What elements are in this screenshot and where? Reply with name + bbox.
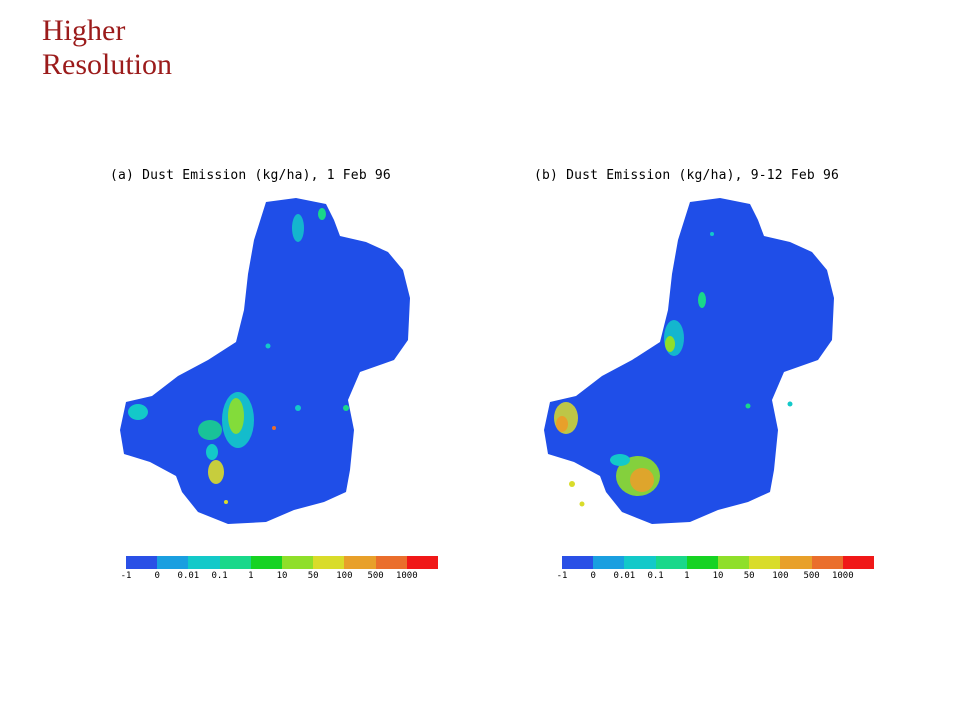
scale-swatch	[562, 556, 594, 569]
color-scale-labels-b: -1 0 0.01 0.1 1 10 50 100 500 1000	[557, 571, 874, 585]
scale-swatch	[406, 556, 439, 569]
panel-b-title: (b) Dust Emission (kg/ha), 9-12 Feb 96	[534, 168, 840, 183]
slide-title: Higher Resolution	[42, 14, 173, 81]
dust-emission-map-a	[120, 198, 410, 524]
scale-label: 10	[712, 571, 724, 581]
region-shape-a	[120, 198, 410, 524]
scale-label: 1	[248, 571, 254, 581]
panel-a-title: (a) Dust Emission (kg/ha), 1 Feb 96	[110, 168, 391, 183]
scale-swatch	[655, 556, 687, 569]
scale-swatch	[157, 556, 189, 569]
scale-swatch	[375, 556, 407, 569]
scale-swatch	[344, 556, 376, 569]
scale-label: 0	[590, 571, 596, 581]
scale-swatch	[718, 556, 750, 569]
scale-label: 0.01	[613, 571, 636, 581]
region-shape-b	[544, 198, 834, 524]
dust-emission-map-b	[544, 198, 834, 524]
scale-label: 10	[276, 571, 288, 581]
scale-swatch	[313, 556, 345, 569]
scale-label: 100	[336, 571, 353, 581]
scale-label: 50	[743, 571, 755, 581]
scale-swatch	[749, 556, 781, 569]
scale-swatch	[780, 556, 812, 569]
scale-label: -1	[120, 571, 132, 581]
scale-label: 500	[803, 571, 820, 581]
scale-label: 0.1	[647, 571, 664, 581]
scale-label: 50	[307, 571, 319, 581]
emission-hotspots-a	[128, 208, 349, 504]
scale-swatch	[219, 556, 251, 569]
scale-swatch	[126, 556, 158, 569]
scale-label: 1	[684, 571, 690, 581]
scale-swatch	[188, 556, 220, 569]
color-scale-bar-b	[562, 556, 875, 569]
color-scale-bar-a	[126, 556, 439, 569]
scale-swatch	[686, 556, 719, 569]
scale-swatch	[593, 556, 625, 569]
scale-label: 100	[772, 571, 789, 581]
scale-label: 0.1	[211, 571, 228, 581]
scale-label: 500	[367, 571, 384, 581]
scale-swatch	[624, 556, 656, 569]
scale-label: 1000	[831, 571, 854, 581]
scale-label: -1	[556, 571, 568, 581]
color-scale-labels-a: -1 0 0.01 0.1 1 10 50 100 500 1000	[121, 571, 438, 585]
scale-swatch	[250, 556, 283, 569]
scale-label: 0.01	[177, 571, 200, 581]
scale-label: 1000	[395, 571, 418, 581]
emission-hotspots-b	[554, 232, 793, 507]
scale-label: 0	[154, 571, 160, 581]
scale-swatch	[811, 556, 843, 569]
scale-swatch	[282, 556, 314, 569]
scale-swatch	[842, 556, 875, 569]
